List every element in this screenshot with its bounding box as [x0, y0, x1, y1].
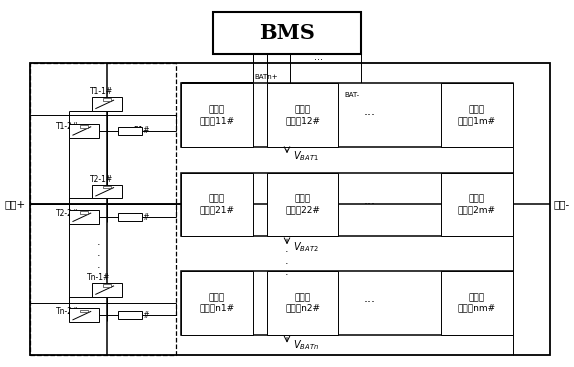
Text: 模块化
电池包22#: 模块化 电池包22#	[285, 195, 320, 214]
Text: Tn-2#: Tn-2#	[56, 307, 79, 316]
Bar	[267, 172, 339, 236]
Text: $V_{BAT1}$: $V_{BAT1}$	[293, 149, 319, 163]
Text: 模块化
电池包nm#: 模块化 电池包nm#	[458, 293, 496, 312]
Bar	[441, 172, 513, 236]
Text: $V_{BATn}$: $V_{BATn}$	[293, 339, 319, 352]
Text: BMS: BMS	[259, 23, 315, 43]
Bar	[181, 172, 513, 236]
Text: T1-1#: T1-1#	[90, 87, 113, 96]
Bar	[267, 83, 339, 147]
Text: ···: ···	[364, 109, 376, 122]
Bar	[118, 311, 142, 319]
Text: 模块化
电池包11#: 模块化 电池包11#	[199, 105, 235, 125]
Bar	[80, 310, 88, 312]
Text: ·
·
·: · · ·	[96, 240, 100, 273]
Text: 模块化
电池包12#: 模块化 电池包12#	[285, 105, 320, 125]
Text: T1-2#: T1-2#	[56, 122, 79, 131]
Bar	[103, 98, 111, 101]
Text: BAT2+: BAT2+	[268, 83, 292, 89]
Bar	[103, 284, 111, 287]
Text: ·
·
·: · · ·	[285, 247, 289, 280]
Bar	[267, 271, 339, 335]
Text: Rn#: Rn#	[133, 311, 149, 320]
Text: 模块化
电池包n2#: 模块化 电池包n2#	[285, 293, 320, 312]
Text: 模块化
电池包1m#: 模块化 电池包1m#	[458, 105, 496, 125]
Text: BAT1+: BAT1+	[291, 92, 315, 98]
Text: 模块化
电池包21#: 模块化 电池包21#	[200, 195, 235, 214]
Bar	[92, 283, 122, 297]
Text: Tn-1#: Tn-1#	[87, 273, 110, 282]
Bar	[30, 63, 176, 355]
Bar	[92, 185, 122, 199]
Bar	[103, 186, 111, 188]
Text: BAT-: BAT-	[344, 92, 359, 98]
Bar	[69, 308, 99, 322]
Text: ···: ···	[314, 55, 323, 65]
Bar	[30, 63, 550, 355]
Bar	[181, 271, 513, 335]
Bar	[118, 127, 142, 135]
Text: 正极+: 正极+	[4, 199, 25, 209]
Bar	[213, 12, 361, 54]
Bar	[181, 172, 253, 236]
Text: T2-1#: T2-1#	[90, 174, 113, 184]
Text: 负极-: 负极-	[553, 199, 570, 209]
Text: T2-2#: T2-2#	[56, 209, 79, 218]
Text: R1#: R1#	[133, 126, 149, 135]
Text: $V_{BAT2}$: $V_{BAT2}$	[293, 240, 319, 254]
Bar	[441, 83, 513, 147]
Bar	[181, 83, 513, 147]
Bar	[181, 271, 253, 335]
Bar	[181, 83, 253, 147]
Text: ···: ···	[364, 296, 376, 309]
Text: R2#: R2#	[133, 212, 149, 222]
Bar	[92, 97, 122, 111]
Text: 模块化
电池包2m#: 模块化 电池包2m#	[458, 195, 496, 214]
Text: 模块化
电池包n1#: 模块化 电池包n1#	[199, 293, 235, 312]
Bar	[80, 211, 88, 214]
Bar	[118, 213, 142, 221]
Bar	[80, 125, 88, 127]
Bar	[441, 271, 513, 335]
Bar	[69, 124, 99, 138]
Text: BATn+: BATn+	[254, 74, 278, 80]
Text: ···: ···	[364, 198, 376, 211]
Bar	[69, 210, 99, 224]
